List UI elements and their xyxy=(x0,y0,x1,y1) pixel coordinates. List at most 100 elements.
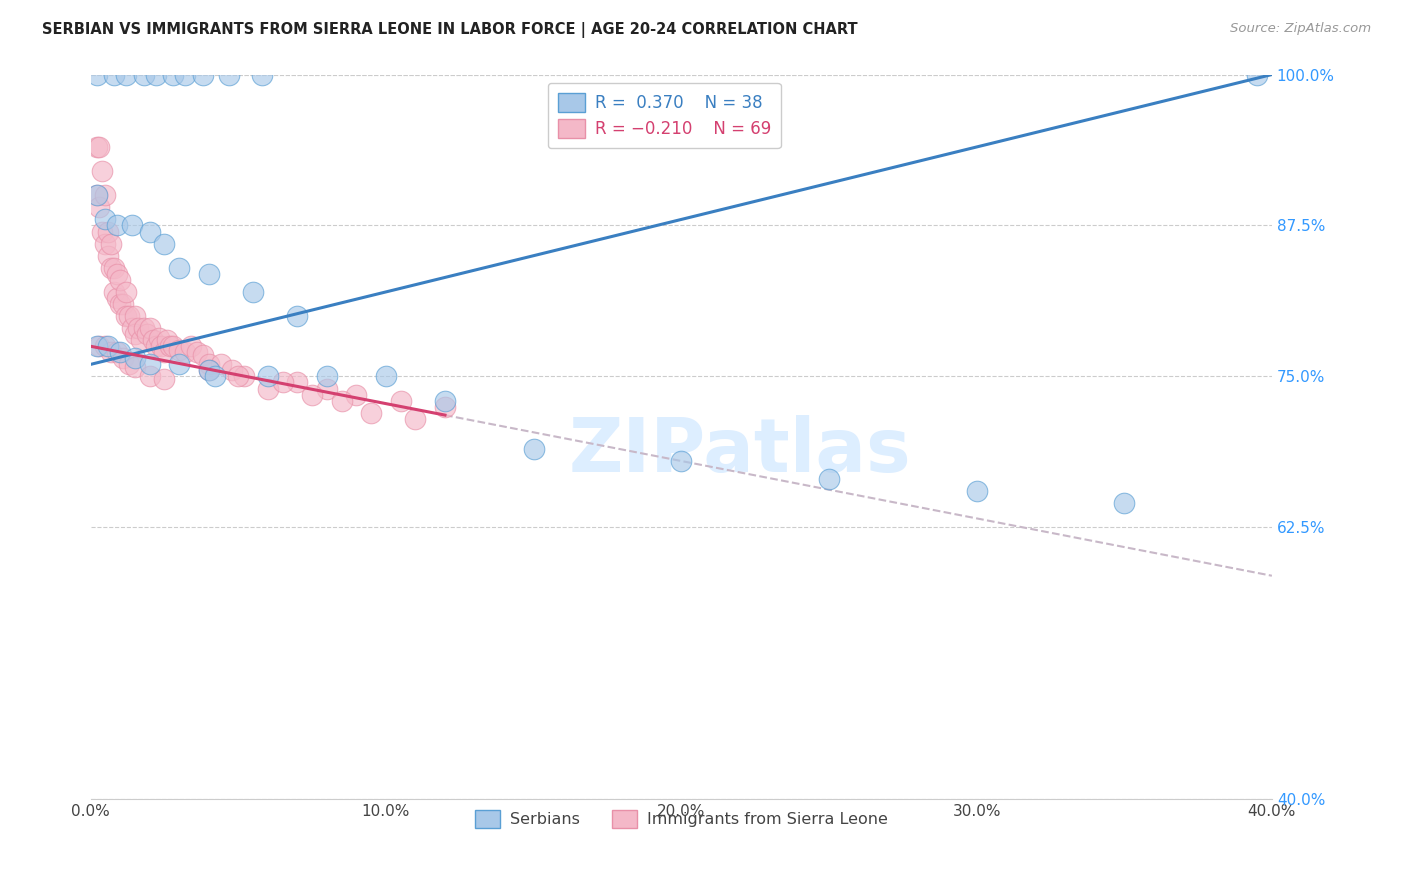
Point xyxy=(100,236,122,251)
Point xyxy=(285,309,308,323)
Point xyxy=(89,140,111,154)
Point xyxy=(966,484,988,499)
Legend: Serbians, Immigrants from Sierra Leone: Serbians, Immigrants from Sierra Leone xyxy=(468,804,894,835)
Point xyxy=(108,297,131,311)
Point xyxy=(167,358,190,372)
Point xyxy=(89,339,111,353)
Point xyxy=(94,339,117,353)
Point xyxy=(197,267,219,281)
Point xyxy=(167,343,190,357)
Point xyxy=(159,339,181,353)
Point xyxy=(86,188,108,202)
Point xyxy=(97,339,120,353)
Point xyxy=(818,472,841,486)
Point xyxy=(103,68,125,82)
Point xyxy=(86,188,108,202)
Point xyxy=(132,68,155,82)
Point xyxy=(124,327,146,342)
Point xyxy=(671,454,693,468)
Point xyxy=(94,188,117,202)
Point xyxy=(153,236,176,251)
Point xyxy=(138,369,160,384)
Point xyxy=(250,68,273,82)
Point xyxy=(167,260,190,275)
Point xyxy=(1114,496,1136,510)
Point xyxy=(204,369,226,384)
Point xyxy=(197,363,219,377)
Point xyxy=(226,369,249,384)
Point xyxy=(115,68,138,82)
Point xyxy=(191,348,214,362)
Point xyxy=(121,321,143,335)
Point xyxy=(121,219,143,233)
Point xyxy=(315,382,337,396)
Point xyxy=(127,321,149,335)
Point xyxy=(434,393,457,408)
Text: Source: ZipAtlas.com: Source: ZipAtlas.com xyxy=(1230,22,1371,36)
Point xyxy=(86,339,108,353)
Point xyxy=(271,376,294,390)
Point xyxy=(162,339,184,353)
Point xyxy=(132,321,155,335)
Point xyxy=(94,212,117,227)
Point xyxy=(301,387,323,401)
Point xyxy=(256,382,278,396)
Point xyxy=(118,309,141,323)
Point xyxy=(344,387,367,401)
Point xyxy=(330,393,353,408)
Point xyxy=(105,267,128,281)
Point xyxy=(145,339,167,353)
Point xyxy=(174,345,197,359)
Point xyxy=(91,164,114,178)
Point xyxy=(86,68,108,82)
Point xyxy=(112,297,135,311)
Point xyxy=(108,273,131,287)
Point xyxy=(197,363,219,377)
Point xyxy=(221,363,243,377)
Point xyxy=(242,285,264,299)
Point xyxy=(138,358,160,372)
Point xyxy=(150,339,173,353)
Point xyxy=(100,345,122,359)
Point xyxy=(105,345,128,359)
Point xyxy=(97,225,120,239)
Point xyxy=(124,351,146,366)
Point xyxy=(174,68,197,82)
Point xyxy=(103,260,125,275)
Point xyxy=(153,345,176,359)
Text: ZIPatlas: ZIPatlas xyxy=(569,415,911,488)
Point xyxy=(285,376,308,390)
Point xyxy=(374,369,396,384)
Point xyxy=(118,358,141,372)
Point xyxy=(105,291,128,305)
Point xyxy=(108,345,131,359)
Point xyxy=(233,369,256,384)
Point xyxy=(145,68,167,82)
Point xyxy=(135,327,157,342)
Point xyxy=(103,285,125,299)
Point xyxy=(197,358,219,372)
Point xyxy=(138,225,160,239)
Point xyxy=(97,249,120,263)
Point xyxy=(256,369,278,384)
Point xyxy=(156,333,179,347)
Point xyxy=(124,359,146,374)
Point xyxy=(142,333,165,347)
Point xyxy=(86,140,108,154)
Point xyxy=(218,68,240,82)
Point xyxy=(186,345,208,359)
Point xyxy=(1246,68,1268,82)
Point xyxy=(191,68,214,82)
Point xyxy=(404,411,426,425)
Point xyxy=(148,331,170,345)
Text: SERBIAN VS IMMIGRANTS FROM SIERRA LEONE IN LABOR FORCE | AGE 20-24 CORRELATION C: SERBIAN VS IMMIGRANTS FROM SIERRA LEONE … xyxy=(42,22,858,38)
Point xyxy=(124,309,146,323)
Point xyxy=(115,309,138,323)
Point xyxy=(153,372,176,386)
Point xyxy=(115,285,138,299)
Point xyxy=(89,200,111,214)
Point xyxy=(129,333,152,347)
Point xyxy=(209,358,232,372)
Point xyxy=(94,236,117,251)
Point xyxy=(523,442,546,456)
